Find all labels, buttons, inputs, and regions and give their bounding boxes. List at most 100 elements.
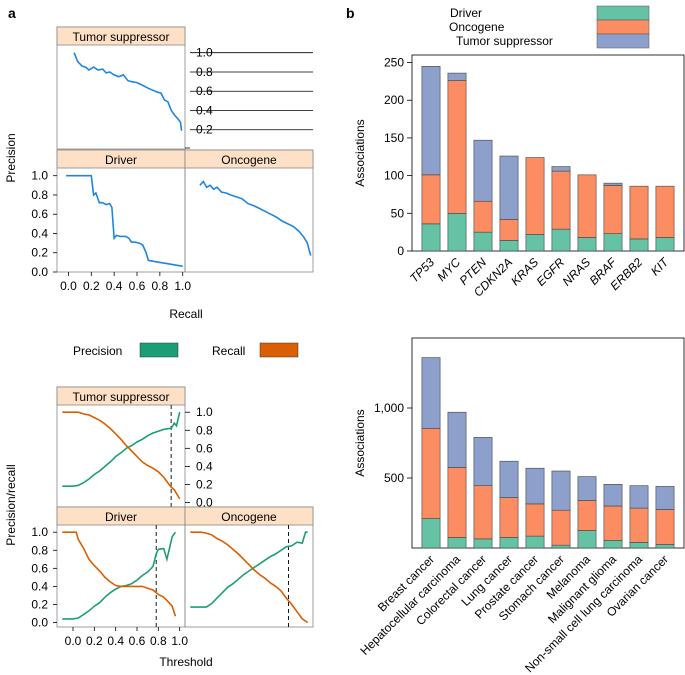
threshold-panel-2-ytick-label: 0.4 <box>31 579 48 593</box>
gene-ytick-label: 50 <box>391 206 405 220</box>
cancer-ytick-label: 500 <box>384 471 404 485</box>
threshold-panel-3-strip <box>184 506 314 526</box>
cancer-bar-driver <box>473 538 493 549</box>
gene-bar-oncogene <box>629 185 649 240</box>
threshold-panel-2-title: Driver <box>105 510 137 524</box>
pr-panel-2-ytick-label: 0.2 <box>31 246 48 260</box>
gene-bar-oncogene <box>577 174 597 238</box>
gene-category-label: NRAS <box>560 255 593 288</box>
gene-bar-driver <box>421 223 441 252</box>
threshold-panel-1-ytick-label: 0.2 <box>196 477 213 491</box>
gene-frame <box>411 54 685 252</box>
cancer-bar-oncogene <box>473 485 493 540</box>
gene-bar-oncogene <box>655 185 675 238</box>
pr-panel-2-ytick-label: 0.4 <box>31 226 48 240</box>
cancer-bar-oncogene <box>525 503 545 537</box>
cancer-bar-driver <box>421 518 441 549</box>
cancer-bar-driver <box>447 537 467 549</box>
threshold-panel-1-ytick-label: 0.0 <box>196 495 213 509</box>
legend-driver-swatch <box>596 5 650 21</box>
cancer-bar-driver <box>577 530 597 549</box>
threshold-panel-1-ytick-label: 0.4 <box>196 459 213 473</box>
gene-bar-driver <box>473 231 493 252</box>
legend-recall-swatch <box>259 342 299 358</box>
threshold-panel-1-strip <box>56 386 186 406</box>
threshold-panel-1-ytick-label: 1.0 <box>196 405 213 419</box>
cancer-bar-driver <box>525 535 545 549</box>
pr-xtick-label: 0.0 <box>60 279 77 293</box>
gene-ytick-label: 100 <box>384 169 404 183</box>
threshold-panel-2-precision-line <box>62 531 177 620</box>
threshold-xtick-label: 0.6 <box>129 634 146 648</box>
legend-recall-label: Recall <box>212 344 245 358</box>
cancer-bar-tumor-suppressor <box>655 486 675 510</box>
pr-xtick-label: 0.4 <box>106 279 123 293</box>
cancer-bar-tumor-suppressor <box>525 467 545 505</box>
pr-panel-1-ytick-label: 1.0 <box>196 46 213 60</box>
pr-panel-1-ytick-label: 0.6 <box>196 84 213 98</box>
threshold-panel-2-ytick-label: 0.0 <box>31 615 48 629</box>
threshold-panel-1-precision-line <box>62 412 181 488</box>
gene-bar-tumor-suppressor <box>421 66 441 176</box>
threshold-ylabel: Precision/recall <box>4 464 18 545</box>
gene-category-label: TP53 <box>407 255 437 285</box>
cancer-bar-tumor-suppressor <box>447 411 467 468</box>
cancer-bar-driver <box>603 539 623 549</box>
pr-panel-2-curve <box>66 174 183 267</box>
threshold-panel-1-recall-line <box>62 411 181 500</box>
legend-oncogene-label: Oncogene <box>449 20 505 34</box>
pr-panel-2-ytick-label: 1.0 <box>31 169 48 183</box>
gene-bar-driver <box>499 240 519 252</box>
pr-panel-3-curve <box>199 180 312 256</box>
panel-label-b: b <box>346 5 355 21</box>
cancer-bar-driver <box>499 537 519 549</box>
gene-ytick-label: 150 <box>384 131 404 145</box>
precision-recall-chart: Tumor suppressor 0.2 0.4 0.6 0.8 1.0 Driver 0.0… <box>4 26 314 321</box>
cancer-bar-oncogene <box>577 500 597 531</box>
pr-xtick-label: 0.2 <box>83 279 100 293</box>
gene-bar-tumor-suppressor <box>447 72 467 81</box>
gene-bar-driver <box>629 238 649 252</box>
gene-bar-driver <box>551 228 571 252</box>
pr-panel-2-title: Driver <box>105 153 137 167</box>
panel-label-a: a <box>8 5 16 21</box>
legend-tumor-suppressor-swatch <box>596 33 650 49</box>
pr-panel-2-ytick-label: 0.8 <box>31 188 48 202</box>
threshold-panel-3-title: Oncogene <box>221 510 277 524</box>
gene-ytick-label: 250 <box>384 56 404 70</box>
pr-panel-1-ytick-label: 0.8 <box>196 65 213 79</box>
gene-bar-oncogene <box>551 170 571 230</box>
cancer-bar-tumor-suppressor <box>551 470 571 511</box>
threshold-xtick-label: 1.0 <box>171 634 188 648</box>
cancer-bar-tumor-suppressor <box>603 483 623 507</box>
gene-ytick-label: 200 <box>384 93 404 107</box>
threshold-chart: Tumor suppressor 0.0 0.2 0.4 0.6 0.8 1.0 Driver… <box>4 386 314 669</box>
pr-panel-1-strip <box>56 26 186 46</box>
threshold-xlabel: Threshold <box>159 655 212 669</box>
threshold-xtick-label: 0.8 <box>150 634 167 648</box>
cancer-bar-driver <box>551 544 571 549</box>
cancer-bar-tumor-suppressor <box>577 476 597 501</box>
threshold-panel-3-precision-line <box>190 531 308 608</box>
threshold-panel-2-recall-line <box>62 531 177 617</box>
cancer-bar-oncogene <box>447 467 467 538</box>
cancer-bar-tumor-suppressor <box>421 357 441 429</box>
gene-category-label: EGFR <box>534 255 568 289</box>
cancer-bar-oncogene <box>655 509 675 545</box>
threshold-xtick-label: 0.4 <box>107 634 124 648</box>
cancer-bar-tumor-suppressor <box>499 460 519 498</box>
pr-xtick-label: 0.6 <box>129 279 146 293</box>
legend-precision-swatch <box>139 342 179 358</box>
gene-bar-tumor-suppressor <box>603 182 623 186</box>
legend-driver-label: Driver <box>450 6 482 20</box>
pr-ylabel: Precision <box>4 133 18 182</box>
cancer-bar-driver <box>629 542 649 549</box>
cancer-bar-oncogene <box>421 427 441 519</box>
pr-xtick-label: 1.0 <box>174 279 191 293</box>
gene-bar-oncogene <box>421 174 441 225</box>
pr-panel-2-ytick-label: 0.0 <box>31 265 48 279</box>
threshold-panel-2-ytick-label: 0.2 <box>31 597 48 611</box>
pr-panel-1-ytick-label: 0.2 <box>196 123 213 137</box>
